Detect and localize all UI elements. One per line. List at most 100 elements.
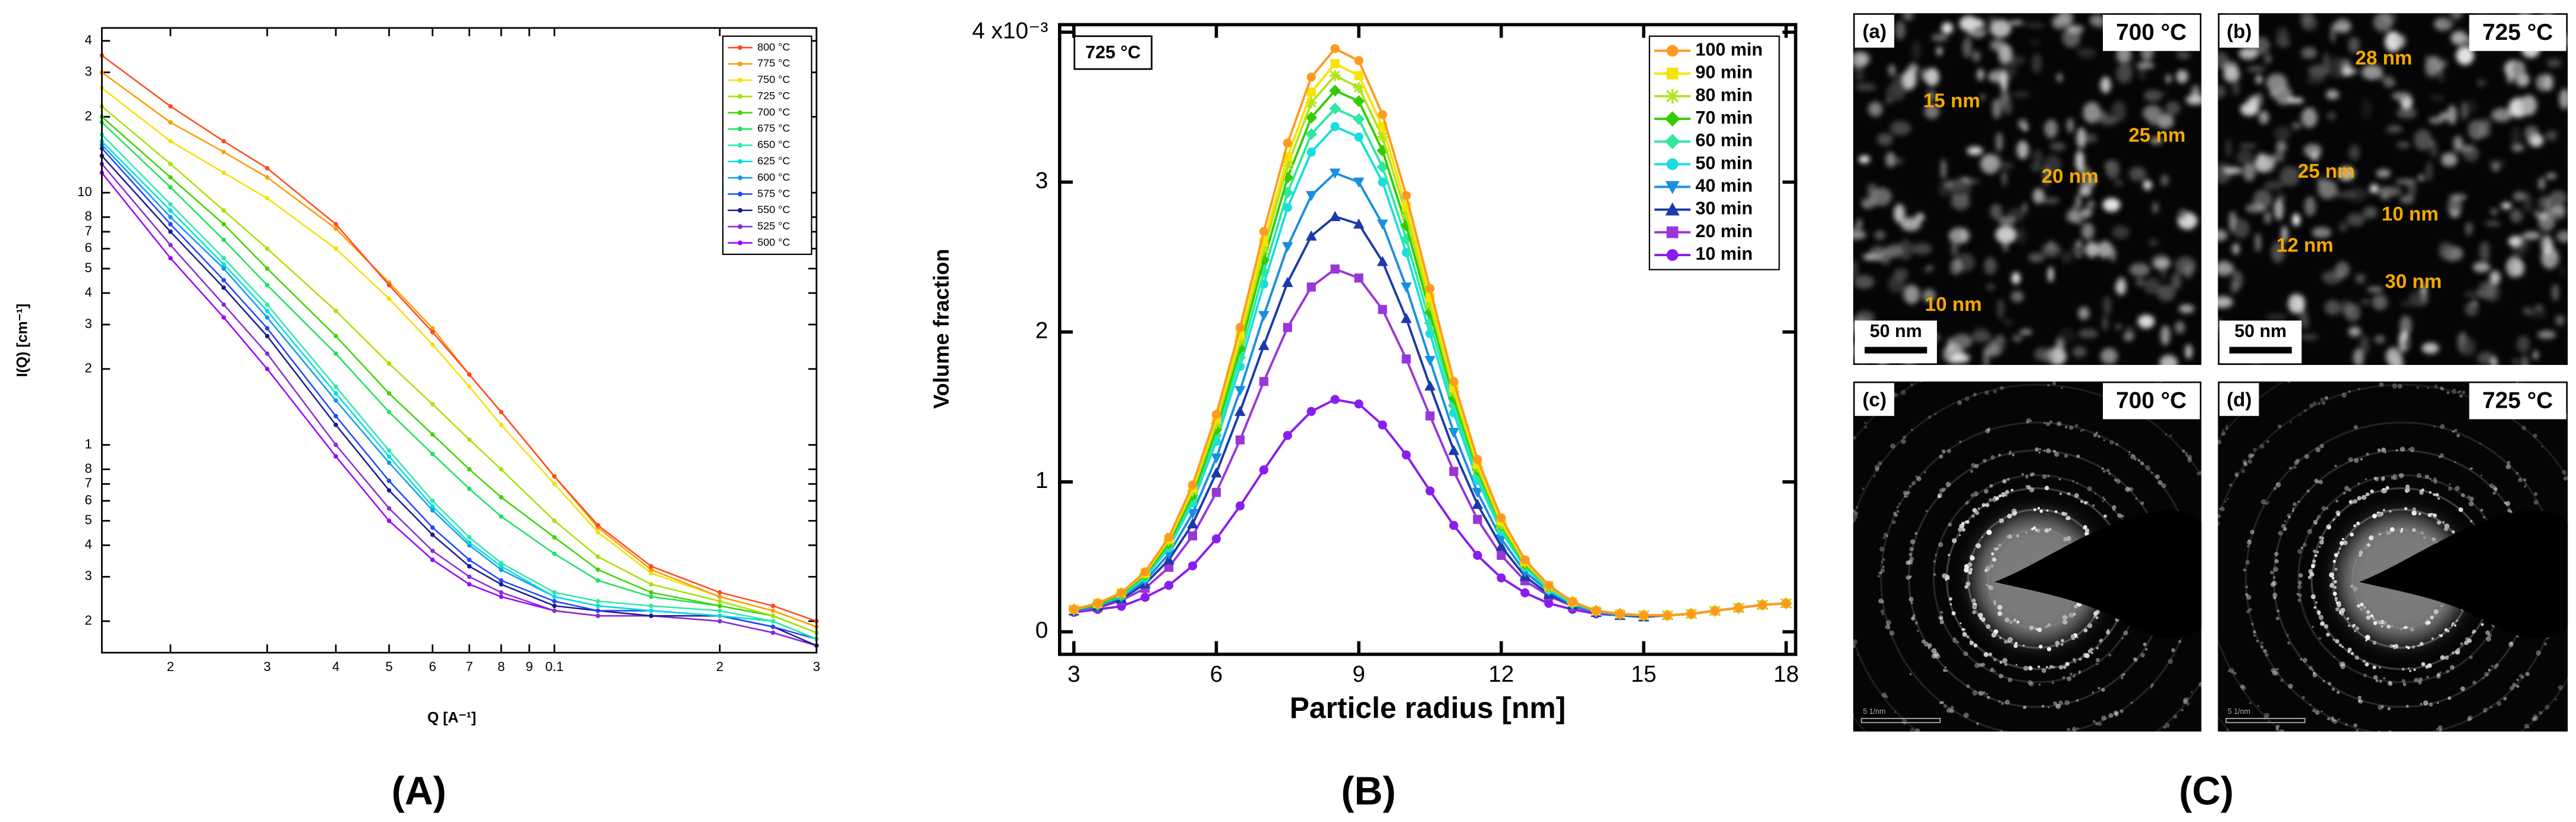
- diffraction-spot: [2388, 730, 2392, 732]
- diffraction-spot: [1933, 573, 1936, 577]
- diffraction-spot: [2141, 374, 2145, 379]
- grain: [1903, 285, 1920, 304]
- diffraction-spot: [2196, 741, 2200, 745]
- diffraction-spot: [2405, 704, 2409, 708]
- diffraction-spot: [2320, 397, 2325, 402]
- diffraction-spot: [1829, 473, 1831, 474]
- diffraction-spot: [2344, 764, 2346, 766]
- diffraction-spot: [1970, 470, 1973, 473]
- tag-box: [2219, 14, 2259, 48]
- diffraction-spot: [2164, 769, 2166, 771]
- legend-marker: [738, 191, 743, 197]
- diffraction-spot: [2273, 566, 2279, 572]
- data-point: [168, 104, 173, 109]
- y-axis-title: I(Q) [cm⁻¹]: [14, 304, 30, 377]
- size-annotation: 10 nm: [2382, 203, 2439, 225]
- diffraction-spot: [1963, 567, 1969, 573]
- grain: [2325, 90, 2339, 100]
- data-point: [1306, 407, 1316, 416]
- grain: [2465, 222, 2473, 236]
- data-point: [1164, 581, 1174, 590]
- diffraction-spot: [2336, 601, 2339, 604]
- grain: [2271, 241, 2285, 263]
- grain: [1869, 245, 1885, 261]
- micrograph: (d) 725 °C5 1/nm: [2205, 381, 2568, 772]
- diffraction-spot: [2205, 599, 2209, 603]
- diffraction-spot: [1973, 491, 1979, 497]
- grain: [2549, 190, 2568, 205]
- diffraction-spot: [2277, 424, 2282, 429]
- diffraction-spot: [2093, 611, 2098, 616]
- diffraction-spot: [2412, 507, 2416, 511]
- diffraction-spot: [2292, 507, 2295, 510]
- diffraction-spot: [2246, 544, 2250, 548]
- diffraction-spot: [2041, 704, 2045, 708]
- diffraction-spot: [2101, 715, 2107, 721]
- temperature-label: 700 °C: [2116, 388, 2187, 413]
- diffraction-spot: [2451, 622, 2455, 625]
- diffraction-spot: [2061, 387, 2063, 389]
- grain: [2002, 97, 2013, 115]
- diffraction-spot: [2070, 672, 2073, 676]
- diffraction-spot: [2405, 768, 2409, 772]
- data-point: [1258, 311, 1270, 322]
- data-point: [333, 351, 338, 356]
- diffraction-spot: [2353, 723, 2357, 727]
- diffraction-spot: [2372, 641, 2377, 645]
- diffraction-spot: [2041, 735, 2044, 738]
- grain: [2011, 272, 2021, 285]
- diffraction-spot: [2338, 718, 2340, 721]
- data-point: [1424, 299, 1436, 311]
- data-point: [1258, 244, 1270, 256]
- diffraction-spot: [2430, 732, 2432, 735]
- legend-label: 90 min: [1695, 62, 1752, 83]
- x-tick-label: 6: [429, 659, 436, 674]
- diffraction-spot: [2458, 507, 2464, 512]
- diffraction-spot: [2439, 634, 2443, 638]
- diffraction-spot: [1853, 520, 1854, 524]
- grain: [2460, 337, 2476, 357]
- diffraction-spot: [1955, 751, 1960, 755]
- scale-bar: [2229, 347, 2292, 354]
- grain: [2077, 48, 2096, 58]
- diffraction-spot: [1916, 629, 1919, 632]
- diffraction-spot: [2397, 384, 2402, 389]
- grain: [2447, 105, 2457, 125]
- diffraction-spot: [2012, 769, 2014, 771]
- grain: [2425, 62, 2438, 78]
- diffraction-spot: [1933, 560, 1936, 563]
- diffraction-spot: [1994, 602, 1996, 605]
- data-point: [499, 590, 503, 595]
- grain: [2080, 208, 2092, 218]
- plot-area: [99, 53, 819, 648]
- diffraction-spot: [2335, 639, 2339, 644]
- diffraction-spot: [1948, 597, 1953, 601]
- diffraction-spot: [2420, 703, 2423, 706]
- grain: [2238, 47, 2259, 60]
- diffraction-spot: [2045, 448, 2051, 453]
- diffraction-spot: [2045, 625, 2048, 628]
- diffraction-spot: [2357, 496, 2362, 500]
- diffraction-spot: [2064, 700, 2070, 706]
- diffraction-spot: [2076, 481, 2079, 484]
- diffraction-spot: [2183, 698, 2188, 704]
- diffraction-spot: [2371, 490, 2374, 493]
- legend-label: 10 min: [1695, 244, 1752, 264]
- grain: [2560, 266, 2566, 277]
- diffraction-spot: [2312, 559, 2316, 563]
- diffraction-spot: [2069, 426, 2074, 430]
- grain: [2327, 112, 2336, 121]
- diffraction-spot: [1898, 502, 1901, 505]
- diffraction-spot: [2120, 514, 2124, 518]
- legend-marker: [738, 224, 743, 229]
- diffraction-spot: [2280, 678, 2284, 682]
- diffraction-spot: [2203, 673, 2205, 675]
- diffraction-spot: [2426, 621, 2431, 625]
- data-point: [1305, 230, 1317, 241]
- diffraction-spot: [2000, 729, 2003, 732]
- diffraction-spot: [2250, 530, 2255, 534]
- annotation-box: [1073, 35, 1152, 70]
- diffraction-spot: [1842, 447, 1847, 452]
- data-point: [221, 302, 226, 307]
- grain: [2148, 238, 2158, 247]
